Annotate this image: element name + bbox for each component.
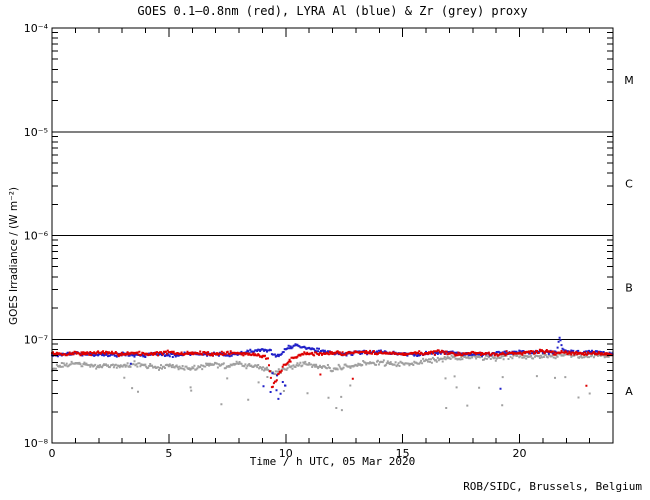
x-tick-label: 20 xyxy=(513,447,527,460)
y-axis-ticks xyxy=(52,27,613,444)
flare-class-label-b: B xyxy=(625,281,633,294)
flare-class-label-m: M xyxy=(624,74,634,87)
scatter-lyra-al xyxy=(51,336,614,400)
flare-class-lines xyxy=(52,131,613,340)
x-tick-label: 15 xyxy=(396,447,410,460)
scatter-lyra-zr xyxy=(51,351,614,412)
y-tick-label: 10⁻⁸ xyxy=(24,437,49,450)
x-tick-label: 10 xyxy=(279,447,293,460)
x-axis-labels: 0 5 10 15 20 xyxy=(49,447,527,460)
y-tick-label: 10⁻⁴ xyxy=(24,22,49,35)
flare-class-label-c: C xyxy=(625,178,633,191)
x-tick-label: 5 xyxy=(165,447,172,460)
y-tick-label: 10⁻⁵ xyxy=(24,126,48,139)
chart-title: GOES 0.1–0.8nm (red), LYRA Al (blue) & Z… xyxy=(137,4,528,18)
x-tick-label: 0 xyxy=(49,447,56,460)
y-tick-label: 10⁻⁶ xyxy=(24,230,49,243)
y-axis-labels: 10⁻⁴ 10⁻⁵ 10⁻⁶ 10⁻⁷ 10⁻⁸ xyxy=(24,22,49,450)
y-axis-title: GOES Irradiance / (W m⁻²) xyxy=(8,186,20,326)
scatter-series xyxy=(51,336,614,412)
credit-text: ROB/SIDC, Brussels, Belgium xyxy=(463,480,642,493)
y-tick-label: 10⁻⁷ xyxy=(24,333,48,346)
x-axis-ticks xyxy=(51,28,614,443)
scatter-goes-xray xyxy=(51,348,614,389)
x-axis-title: Time / h UTC, 05 Mar 2020 xyxy=(249,455,416,468)
flare-class-letters: M C B A xyxy=(624,74,634,398)
flare-class-label-a: A xyxy=(625,385,633,398)
